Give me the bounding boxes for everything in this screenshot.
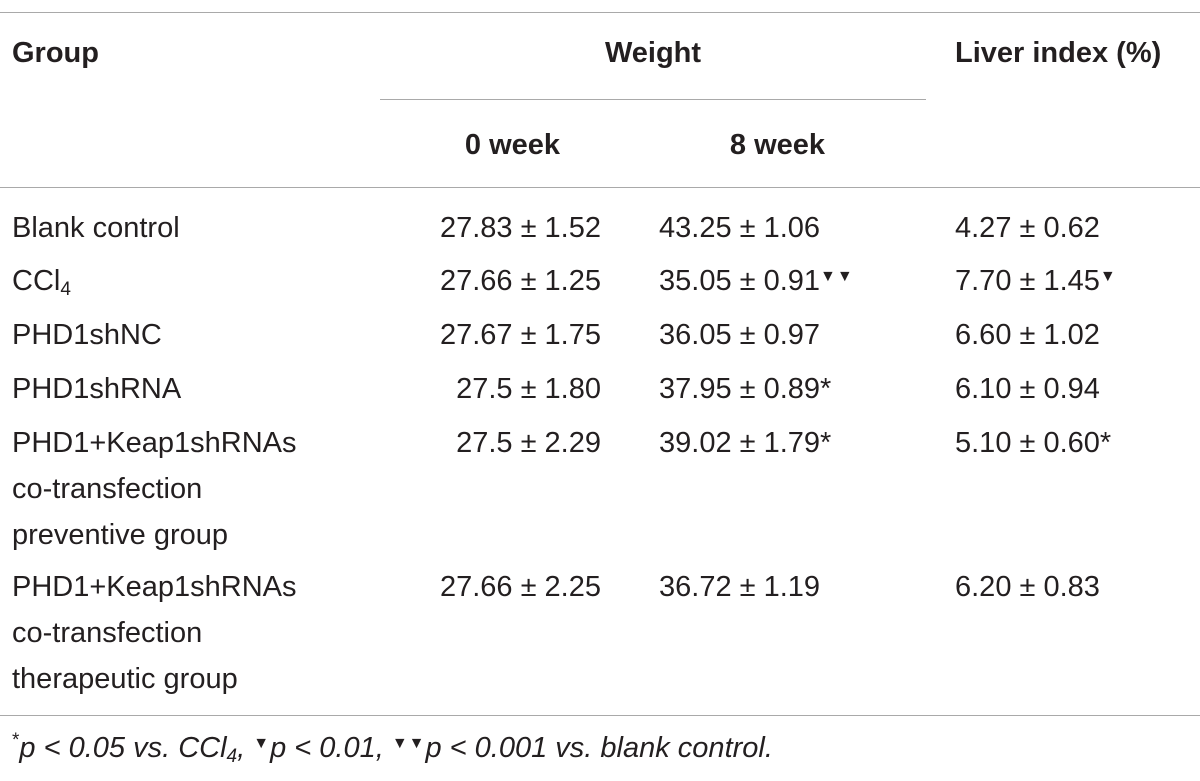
- group-text: CCl: [12, 265, 61, 297]
- group-text: PHD1+Keap1shRNAs: [12, 571, 297, 603]
- liver-value: 7.70 ± 1.45: [955, 265, 1100, 297]
- cell-group-line: preventive group: [12, 518, 228, 552]
- cell-liver-index: 4.27 ± 0.62: [955, 211, 1100, 245]
- header-weight: Weight: [604, 37, 702, 69]
- cell-liver-index: 7.70 ± 1.45▼: [955, 264, 1117, 298]
- footnote-part2: ,: [237, 732, 254, 764]
- cell-liver-index: 6.10 ± 0.94: [955, 372, 1100, 406]
- table-bottom-rule: [0, 715, 1200, 716]
- cell-group-line: PHD1shRNA: [12, 372, 181, 406]
- significance-mark: ▼▼: [820, 268, 854, 285]
- liver-value: 5.10 ± 0.60*: [955, 427, 1112, 459]
- week8-value: 36.72 ± 1.19: [659, 571, 821, 603]
- cell-liver-index: 6.20 ± 0.83: [955, 570, 1100, 604]
- week8-value: 37.95 ± 0.89*: [659, 373, 832, 405]
- group-text: Blank control: [12, 212, 180, 244]
- cell-week0: 27.5 ± 1.80: [456, 373, 601, 405]
- cell-week8: 37.95 ± 0.89*: [659, 372, 831, 406]
- liver-value: 6.20 ± 0.83: [955, 571, 1100, 603]
- group-text: therapeutic group: [12, 663, 238, 695]
- cell-liver-index: 5.10 ± 0.60*: [955, 426, 1111, 460]
- week8-value: 36.05 ± 0.97: [659, 319, 821, 351]
- cell-week0: 27.66 ± 1.25: [439, 265, 601, 297]
- footnote-part3: p < 0.01,: [270, 732, 392, 764]
- footnote-mark-triangle: ▼: [253, 735, 271, 752]
- cell-week0: 27.5 ± 2.29: [456, 427, 601, 459]
- table-footnote: *p < 0.05 vs. CCl4, ▼p < 0.01, ▼▼p < 0.0…: [12, 730, 773, 767]
- group-text: co-transfection: [12, 617, 203, 649]
- header-week0: 0 week: [464, 129, 561, 161]
- liver-value: 4.27 ± 0.62: [955, 212, 1100, 244]
- cell-week0: 27.83 ± 1.52: [439, 212, 601, 244]
- cell-week8: 36.72 ± 1.19: [659, 570, 820, 604]
- cell-week8: 35.05 ± 0.91▼▼: [659, 264, 854, 298]
- cell-group-line: therapeutic group: [12, 662, 238, 696]
- liver-value: 6.10 ± 0.94: [955, 373, 1100, 405]
- footnote-part1: p < 0.05 vs. CCl: [19, 732, 227, 764]
- group-subscript: 4: [60, 279, 71, 300]
- week8-value: 43.25 ± 1.06: [659, 212, 821, 244]
- week8-value: 39.02 ± 1.79*: [659, 427, 832, 459]
- group-text: co-transfection: [12, 473, 203, 505]
- cell-group-line: PHD1+Keap1shRNAs: [12, 426, 297, 460]
- header-liver-index: Liver index (%): [955, 37, 1162, 69]
- cell-liver-index: 6.60 ± 1.02: [955, 318, 1100, 352]
- cell-group-line: Blank control: [12, 211, 180, 245]
- cell-week8: 39.02 ± 1.79*: [659, 426, 831, 460]
- header-bottom-rule: [0, 187, 1200, 188]
- cell-group-line: co-transfection: [12, 472, 202, 506]
- table-top-rule: [0, 12, 1200, 13]
- header-group: Group: [12, 37, 99, 69]
- group-text: PHD1+Keap1shRNAs: [12, 427, 297, 459]
- cell-week0: 27.67 ± 1.75: [439, 319, 601, 351]
- cell-group-line: PHD1shNC: [12, 318, 162, 352]
- footnote-mark-double-triangle: ▼▼: [391, 735, 426, 752]
- footnote-sub: 4: [226, 746, 238, 767]
- liver-value: 6.60 ± 1.02: [955, 319, 1100, 351]
- cell-group-line: CCl4: [12, 264, 71, 300]
- group-text: PHD1shNC: [12, 319, 162, 351]
- week8-value: 35.05 ± 0.91: [659, 265, 821, 297]
- footnote-asterisk: *: [12, 730, 20, 751]
- header-week8: 8 week: [729, 129, 826, 161]
- cell-week0: 27.66 ± 2.25: [439, 571, 601, 603]
- weight-group-rule: [380, 99, 926, 100]
- group-text: preventive group: [12, 519, 229, 551]
- cell-group-line: co-transfection: [12, 616, 202, 650]
- cell-week8: 36.05 ± 0.97: [659, 318, 820, 352]
- significance-mark: ▼: [1099, 268, 1117, 285]
- cell-group-line: PHD1+Keap1shRNAs: [12, 570, 297, 604]
- group-text: PHD1shRNA: [12, 373, 182, 405]
- footnote-part4: p < 0.001 vs. blank control.: [425, 732, 773, 764]
- cell-week8: 43.25 ± 1.06: [659, 211, 820, 245]
